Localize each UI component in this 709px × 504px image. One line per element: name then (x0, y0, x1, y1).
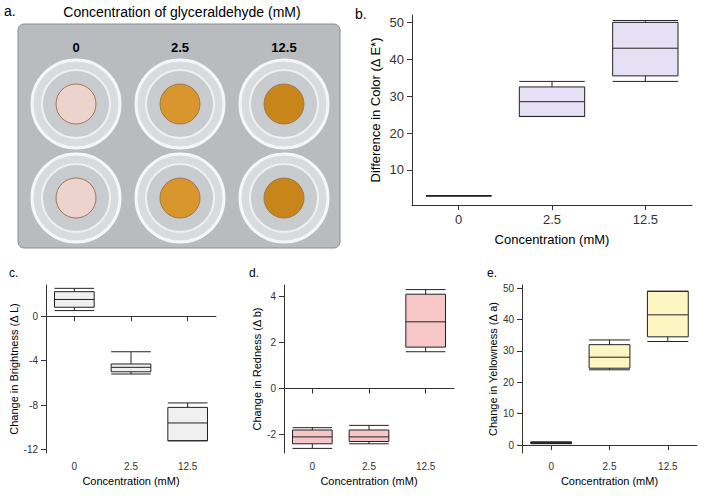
svg-text:Difference in Color (Δ E*): Difference in Color (Δ E*) (368, 38, 383, 183)
svg-text:12.5: 12.5 (178, 461, 198, 472)
svg-text:12.5: 12.5 (271, 40, 296, 55)
svg-text:0: 0 (508, 440, 514, 451)
svg-text:50: 50 (390, 15, 404, 30)
svg-text:Change in Redness (Δ b): Change in Redness (Δ b) (251, 308, 263, 431)
svg-text:c.: c. (9, 266, 18, 280)
svg-text:0: 0 (310, 461, 316, 472)
svg-text:12.5: 12.5 (633, 212, 658, 227)
svg-text:d.: d. (249, 266, 259, 280)
svg-text:2.5: 2.5 (362, 461, 376, 472)
svg-text:40: 40 (503, 314, 515, 325)
svg-text:0: 0 (72, 461, 78, 472)
svg-text:Change in Brightness (Δ L): Change in Brightness (Δ L) (8, 303, 20, 434)
svg-text:Concentration (mM): Concentration (mM) (320, 475, 417, 487)
svg-text:4: 4 (270, 291, 276, 302)
svg-text:2.5: 2.5 (603, 461, 617, 472)
svg-text:2: 2 (270, 337, 276, 348)
svg-text:a.: a. (4, 3, 16, 19)
svg-text:Change in Yellowness (Δ a): Change in Yellowness (Δ a) (487, 302, 499, 436)
svg-text:0: 0 (270, 383, 276, 394)
svg-text:20: 20 (390, 126, 404, 141)
svg-text:-4: -4 (29, 355, 38, 366)
svg-text:Concentration (mM): Concentration (mM) (495, 232, 610, 247)
svg-text:-12: -12 (24, 444, 39, 455)
svg-text:e.: e. (487, 266, 497, 280)
svg-text:0: 0 (455, 212, 462, 227)
svg-text:30: 30 (503, 345, 515, 356)
svg-text:2.5: 2.5 (124, 461, 138, 472)
svg-text:20: 20 (503, 377, 515, 388)
svg-text:2.5: 2.5 (543, 212, 561, 227)
svg-text:10: 10 (503, 408, 515, 419)
svg-text:b.: b. (355, 6, 367, 22)
svg-text:Concentration (mM): Concentration (mM) (561, 475, 658, 487)
svg-text:50: 50 (503, 283, 515, 294)
svg-text:30: 30 (390, 89, 404, 104)
svg-text:0: 0 (548, 461, 554, 472)
svg-text:2.5: 2.5 (171, 40, 189, 55)
svg-text:12.5: 12.5 (416, 461, 436, 472)
svg-text:Concentration of glyceraldehyd: Concentration of glyceraldehyde (mM) (63, 4, 300, 20)
svg-text:Concentration (mM): Concentration (mM) (82, 475, 179, 487)
svg-text:12.5: 12.5 (658, 461, 678, 472)
svg-text:40: 40 (390, 52, 404, 67)
svg-text:0: 0 (32, 311, 38, 322)
svg-text:-8: -8 (29, 400, 38, 411)
svg-text:0: 0 (72, 40, 79, 55)
svg-text:10: 10 (390, 162, 404, 177)
svg-text:-2: -2 (267, 429, 276, 440)
